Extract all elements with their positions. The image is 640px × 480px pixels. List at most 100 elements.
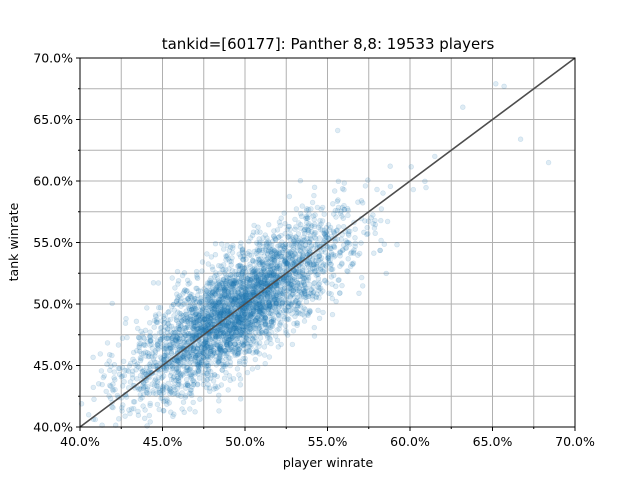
data-point [222, 312, 228, 319]
data-point [377, 247, 383, 254]
data-point [294, 320, 300, 326]
data-point [175, 380, 181, 386]
data-point [187, 406, 193, 412]
data-point [227, 362, 233, 369]
data-point [333, 298, 339, 305]
data-point [313, 261, 320, 268]
data-point [290, 237, 296, 243]
data-point [274, 327, 280, 333]
data-point [217, 353, 223, 360]
data-point [307, 235, 313, 242]
data-point [256, 236, 262, 242]
data-point [190, 310, 196, 316]
data-point [263, 316, 269, 322]
data-point [183, 376, 190, 383]
data-point [150, 356, 157, 362]
data-point [154, 319, 161, 326]
data-point [215, 288, 221, 294]
data-point [136, 335, 142, 341]
data-point [294, 309, 300, 315]
data-point [227, 333, 234, 340]
data-point [176, 378, 182, 384]
data-point [268, 340, 274, 347]
data-point [224, 308, 231, 315]
data-point [246, 322, 253, 328]
data-point [336, 277, 342, 283]
data-point [318, 227, 324, 233]
data-point [269, 262, 275, 269]
data-point [190, 378, 196, 384]
data-point [198, 342, 205, 348]
data-point [253, 334, 259, 341]
data-point [263, 291, 269, 298]
data-point [171, 341, 177, 347]
data-point [260, 282, 266, 289]
data-point [235, 312, 242, 318]
data-point [273, 254, 279, 261]
data-point [243, 323, 250, 329]
data-point [312, 234, 318, 241]
data-point [158, 355, 165, 362]
data-point [312, 221, 318, 227]
data-point [288, 277, 294, 283]
data-point [216, 398, 222, 404]
data-point [185, 382, 191, 389]
data-point [185, 333, 192, 339]
data-point [343, 245, 349, 251]
data-point [241, 287, 248, 294]
data-point [229, 283, 236, 289]
data-point [223, 253, 229, 259]
data-point [286, 253, 293, 260]
data-point [228, 262, 234, 268]
data-point [157, 360, 163, 366]
data-point [169, 340, 175, 346]
data-point [204, 251, 210, 257]
data-point [230, 331, 236, 337]
data-point [273, 273, 279, 279]
data-point [190, 306, 196, 312]
data-point [174, 296, 181, 303]
data-point [192, 353, 199, 359]
data-point [239, 249, 245, 255]
data-point [121, 379, 127, 385]
data-point [254, 316, 260, 322]
data-point [170, 333, 176, 340]
data-point [186, 320, 192, 326]
data-point [287, 281, 293, 287]
data-point [292, 216, 298, 223]
data-point [234, 299, 241, 305]
data-point [253, 325, 259, 332]
data-point [226, 373, 233, 379]
data-point [282, 307, 289, 313]
data-point [190, 305, 196, 311]
data-point [187, 330, 194, 336]
data-point [335, 178, 342, 185]
data-point [170, 413, 176, 419]
data-point [204, 322, 210, 328]
data-point [197, 311, 203, 317]
data-point [312, 212, 318, 218]
data-point [341, 206, 348, 213]
data-point [227, 346, 233, 352]
data-point [253, 301, 259, 307]
data-point [279, 249, 285, 256]
data-point [263, 305, 269, 311]
data-point [136, 386, 142, 393]
data-point [302, 231, 308, 237]
data-point [308, 286, 314, 293]
x-tick-label: 50.0% [225, 434, 265, 449]
data-point [199, 268, 205, 274]
data-point [111, 362, 118, 368]
data-point [257, 300, 263, 306]
data-point [281, 288, 287, 294]
data-point [313, 294, 319, 300]
data-point [248, 311, 255, 317]
data-point [273, 251, 279, 257]
data-point [252, 317, 259, 323]
data-point [183, 311, 189, 318]
data-point [174, 318, 180, 324]
data-point [181, 357, 187, 363]
data-point [257, 305, 264, 311]
data-point [174, 391, 180, 397]
data-point [299, 239, 305, 246]
